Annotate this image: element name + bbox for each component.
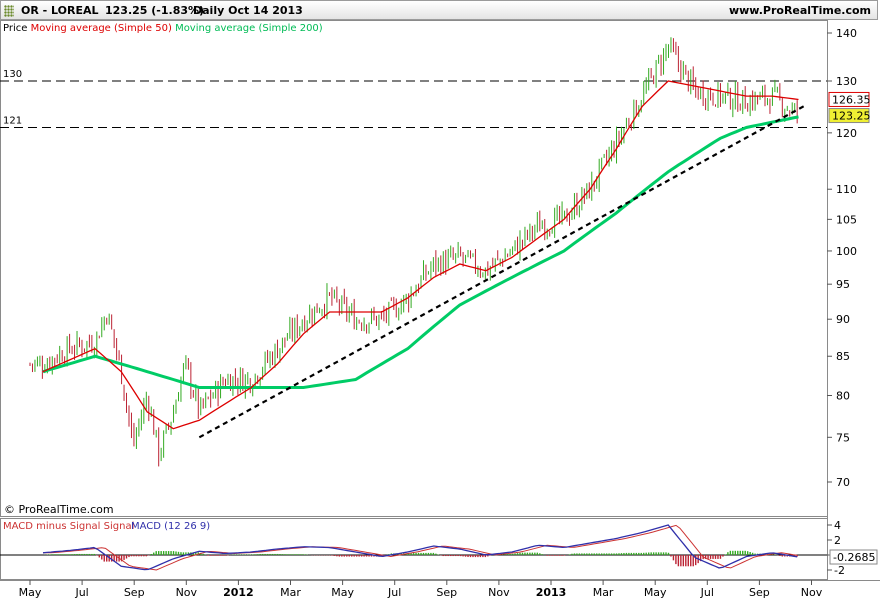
macd-legend-hist: MACD minus Signal Signal bbox=[3, 521, 134, 532]
price-tick-label: 100 bbox=[836, 245, 857, 258]
price-tick-label: 95 bbox=[836, 278, 850, 291]
price-tick-label: 120 bbox=[836, 127, 857, 140]
value-badge bbox=[828, 91, 870, 107]
value-badge-label: 126.35 bbox=[832, 93, 871, 106]
time-tick-label: May bbox=[644, 586, 667, 599]
macd-tick-label: 2 bbox=[834, 534, 841, 547]
legend-ma200: Moving average (Simple 200) bbox=[175, 23, 323, 34]
price-tick-label: 130 bbox=[836, 75, 857, 88]
time-tick-label: 2013 bbox=[536, 586, 567, 599]
macd-tick-label: -2 bbox=[834, 564, 845, 577]
time-tick-label: Nov bbox=[176, 586, 198, 599]
signal-line bbox=[43, 524, 798, 571]
level-label: 121 bbox=[3, 115, 22, 126]
time-axis: May Jul Sep Nov 2012 Mar May Jul Sep Nov 2013 Mar Ma… bbox=[19, 580, 823, 599]
price-y-axis: 70 75 80 85 90 95 100 105 110 120 130 140 bbox=[827, 27, 857, 489]
drag-handle-icon[interactable] bbox=[4, 5, 14, 17]
symbol-name: OR - LOREAL bbox=[21, 4, 99, 17]
price-tick-label: 105 bbox=[836, 213, 857, 226]
macd-y-axis: 420-2-0.2685 bbox=[827, 519, 878, 577]
price-tick-label: 80 bbox=[836, 390, 850, 403]
macd-tick-label: 4 bbox=[834, 519, 841, 532]
period-date: Daily Oct 14 2013 bbox=[193, 4, 303, 17]
time-tick-label: Mar bbox=[593, 586, 614, 599]
chart-title-bar[interactable]: OR - LOREAL 123.25 (-1.83%) Daily Oct 14… bbox=[0, 0, 878, 20]
trendline-path bbox=[198, 103, 807, 439]
price-tick-label: 85 bbox=[836, 350, 850, 363]
time-tick-label: Jul bbox=[700, 586, 714, 599]
time-tick-label: Nov bbox=[801, 586, 823, 599]
ma200-line bbox=[42, 115, 799, 389]
time-tick-label: 2012 bbox=[223, 586, 254, 599]
time-tick-label: Mar bbox=[280, 586, 301, 599]
ma50-line bbox=[42, 80, 799, 430]
horizontal-levels: 130 121 bbox=[0, 69, 827, 128]
site-link[interactable]: www.ProRealTime.com bbox=[728, 4, 871, 17]
time-tick-label: Sep bbox=[749, 586, 770, 599]
macd-panel bbox=[0, 524, 827, 571]
time-tick-label: Jul bbox=[387, 586, 401, 599]
price-tick-label: 110 bbox=[836, 183, 857, 196]
price-tick-label: 70 bbox=[836, 476, 850, 489]
price-tick-label: 140 bbox=[836, 27, 857, 40]
time-tick-label: Sep bbox=[124, 586, 145, 599]
watermark: © ProRealTime.com bbox=[4, 503, 114, 516]
macd-value-label: -0.2685 bbox=[833, 551, 875, 564]
value-badge-label: 123.25 bbox=[832, 110, 871, 123]
time-tick-label: May bbox=[19, 586, 42, 599]
time-tick-label: Sep bbox=[436, 586, 457, 599]
value-badge bbox=[828, 108, 870, 124]
price-tick-label: 75 bbox=[836, 431, 850, 444]
macd-line bbox=[42, 524, 798, 571]
last-quote: 123.25 (-1.83%) bbox=[105, 4, 205, 17]
time-tick-label: Jul bbox=[74, 586, 88, 599]
price-tick-label: 90 bbox=[836, 313, 850, 326]
macd-value-badge bbox=[829, 549, 878, 565]
last-value-badges: 126.35 123.25 bbox=[828, 91, 871, 124]
chart-legend: Price Moving average (Simple 50) Moving … bbox=[3, 23, 323, 34]
time-tick-label: Nov bbox=[488, 586, 510, 599]
legend-ma50: Moving average (Simple 50) bbox=[30, 23, 172, 34]
macd-legend-macd: MACD (12 26 9) bbox=[131, 521, 210, 532]
legend-price: Price bbox=[3, 23, 28, 34]
level-label: 130 bbox=[3, 69, 22, 80]
moving-averages bbox=[42, 80, 799, 430]
time-tick-label: May bbox=[331, 586, 354, 599]
trendline bbox=[198, 103, 807, 439]
